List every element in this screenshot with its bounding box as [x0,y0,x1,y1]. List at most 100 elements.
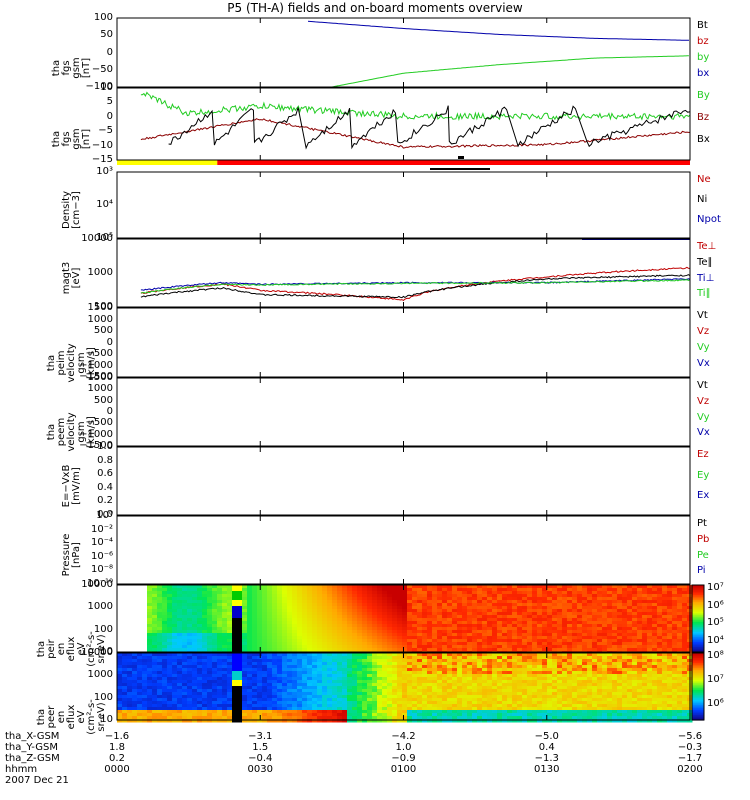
electron-spectrogram-cell [197,659,203,663]
electron-spectrogram-cell [152,656,158,660]
ion-spectrogram-cell [662,642,668,646]
electron-spectrogram-cell [247,683,253,687]
electron-spectrogram-cell [592,695,598,699]
electron-spectrogram-cell [367,707,373,711]
electron-spectrogram-cell [427,689,433,693]
ion-spectrogram-cell [277,603,283,607]
electron-spectrogram-cell [507,698,513,702]
ion-spectrogram-cell [217,621,223,625]
ion-spectrogram-cell [677,645,683,649]
ion-spectrogram-cell [257,642,263,646]
ion-spectrogram-cell [617,585,623,589]
ion-spectrogram-cell [347,627,353,631]
ion-spectrogram-cell [382,591,388,595]
electron-spectrogram-cell [252,680,258,684]
ion-spectrogram-cell [272,615,278,619]
electron-spectrogram-cell [307,707,313,711]
ion-spectrogram-cell [462,645,468,649]
electron-spectrogram-cell [282,665,288,669]
electron-spectrogram-cell [602,659,608,663]
electron-spectrogram-cell [207,692,213,696]
electron-spectrogram-cell [567,692,573,696]
ion-spectrogram-cell [437,612,443,616]
ion-spectrogram-cell [212,603,218,607]
ion-spectrogram-cell [622,627,628,631]
ion-spectrogram-cell [467,621,473,625]
electron-spectrogram-cell [117,698,123,702]
ion-spectrogram-cell [547,639,553,643]
electron-spectrogram-cell [147,689,153,693]
ion-spectrogram-cell [172,627,178,631]
electron-spectrogram-cell [287,713,293,717]
electron-spectrogram-cell [437,710,443,714]
ion-spectrogram-cell [637,591,643,595]
electron-spectrogram-cell [602,695,608,699]
ion-spectrogram-cell [312,606,318,610]
electron-spectrogram-cell [157,686,163,690]
ion-spectrogram-cell [437,597,443,601]
electron-spectrogram-cell [572,692,578,696]
ion-spectrogram-cell [677,588,683,592]
electron-spectrogram-cell [187,659,193,663]
electron-spectrogram-cell [362,674,368,678]
ion-spectrogram-cell [207,639,213,643]
electron-spectrogram-cell [262,674,268,678]
ion-spectrogram-cell [142,627,148,631]
ion-spectrogram-cell [402,594,408,598]
ion-spectrogram-cell [367,597,373,601]
ion-spectrogram-cell [307,615,313,619]
ion-spectrogram-cell [227,612,233,616]
ion-spectrogram-cell [262,606,268,610]
electron-spectrogram-cell [202,653,208,657]
electron-spectrogram-cell [397,671,403,675]
ion-spectrogram-cell [437,633,443,637]
ion-spectrogram-cell [337,603,343,607]
ion-spectrogram-cell [652,585,658,589]
electron-spectrogram-cell [282,686,288,690]
ion-spectrogram-cell [427,591,433,595]
electron-spectrogram-cell [212,695,218,699]
ion-spectrogram-cell [312,594,318,598]
ion-spectrogram-cell [457,618,463,622]
ion-spectrogram-cell [247,618,253,622]
electron-spectrogram-cell [532,677,538,681]
ion-spectrogram-cell [477,585,483,589]
electron-spectrogram-cell [362,677,368,681]
electron-spectrogram-cell [167,683,173,687]
electron-spectrogram-cell [347,671,353,675]
electron-spectrogram-cell [167,659,173,663]
electron-spectrogram-cell [427,665,433,669]
ion-spectrogram-cell [672,606,678,610]
ion-spectrogram-cell [587,621,593,625]
ion-spectrogram-cell [617,615,623,619]
ion-spectrogram-cell [307,606,313,610]
ion-spectrogram-cell [517,594,523,598]
ion-spectrogram-cell [407,585,413,589]
electron-spectrogram-cell [227,662,233,666]
ion-spectrogram-cell [677,606,683,610]
electron-spectrogram-cell [482,668,488,672]
ion-spectrogram-cell [547,624,553,628]
electron-spectrogram-cell [262,662,268,666]
ion-spectrogram-cell [582,627,588,631]
ion-spectrogram-cell [172,648,178,652]
electron-spectrogram-cell [167,707,173,711]
electron-spectrogram-cell [117,704,123,708]
electron-spectrogram-cell [207,659,213,663]
ion-spectrogram-cell [557,588,563,592]
electron-spectrogram-cell [187,716,193,720]
electron-spectrogram-cell [332,683,338,687]
electron-spectrogram-cell [407,698,413,702]
electron-spectrogram-cell [327,704,333,708]
electron-spectrogram-cell [562,683,568,687]
ion-spectrogram-cell [492,648,498,652]
electron-spectrogram-cell [467,689,473,693]
ion-spectrogram-cell [142,621,148,625]
electron-spectrogram-cell [372,674,378,678]
electron-spectrogram-cell [242,692,248,696]
electron-spectrogram-cell [477,716,483,720]
electron-spectrogram-cell [412,665,418,669]
electron-spectrogram-cell [372,701,378,705]
ion-spectrogram-cell [187,603,193,607]
electron-spectrogram-cell [492,665,498,669]
